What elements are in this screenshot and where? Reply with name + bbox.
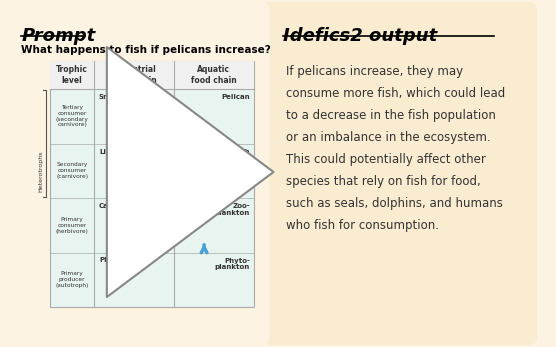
Text: Phyto-
plankton: Phyto- plankton xyxy=(215,257,250,271)
Text: Trophic
level: Trophic level xyxy=(56,65,88,85)
Text: or an imbalance in the ecosystem.: or an imbalance in the ecosystem. xyxy=(286,131,490,144)
Text: Zoo-
plankton: Zoo- plankton xyxy=(215,203,250,216)
Text: If pelicans increase, they may: If pelicans increase, they may xyxy=(286,65,463,78)
FancyBboxPatch shape xyxy=(51,61,254,89)
Text: Heterotrophs: Heterotrophs xyxy=(38,150,43,192)
Text: Tertiary
consumer
(secondary
carnivore): Tertiary consumer (secondary carnivore) xyxy=(56,105,88,127)
Text: Prompt: Prompt xyxy=(21,27,96,45)
Text: consume more fish, which could lead: consume more fish, which could lead xyxy=(286,87,505,100)
Text: to a decrease in the fish population: to a decrease in the fish population xyxy=(286,109,496,122)
Text: Aquatic
food chain: Aquatic food chain xyxy=(191,65,237,85)
Text: Caterpillar: Caterpillar xyxy=(99,203,141,209)
Text: Lizard: Lizard xyxy=(99,149,123,154)
Text: Fish: Fish xyxy=(234,149,250,154)
Text: Primary
producer
(autotroph): Primary producer (autotroph) xyxy=(56,271,89,288)
Text: Terrestrial
food chain: Terrestrial food chain xyxy=(111,65,157,85)
Text: such as seals, dolphins, and humans: such as seals, dolphins, and humans xyxy=(286,197,503,210)
Text: Primary
consumer
(herbivore): Primary consumer (herbivore) xyxy=(56,217,88,234)
Text: Secondary
consumer
(carnivore): Secondary consumer (carnivore) xyxy=(56,162,88,179)
FancyBboxPatch shape xyxy=(51,61,254,307)
Text: who fish for consumption.: who fish for consumption. xyxy=(286,219,439,232)
Text: Pelican: Pelican xyxy=(221,94,250,100)
Text: Idefics2 output: Idefics2 output xyxy=(283,27,438,45)
Text: What happens to fish if pelicans increase?: What happens to fish if pelicans increas… xyxy=(21,45,271,55)
FancyBboxPatch shape xyxy=(0,2,270,345)
Text: species that rely on fish for food,: species that rely on fish for food, xyxy=(286,175,481,188)
FancyBboxPatch shape xyxy=(262,2,537,345)
Text: Plant: Plant xyxy=(99,257,120,263)
Text: Snake: Snake xyxy=(99,94,123,100)
Text: This could potentially affect other: This could potentially affect other xyxy=(286,153,486,166)
